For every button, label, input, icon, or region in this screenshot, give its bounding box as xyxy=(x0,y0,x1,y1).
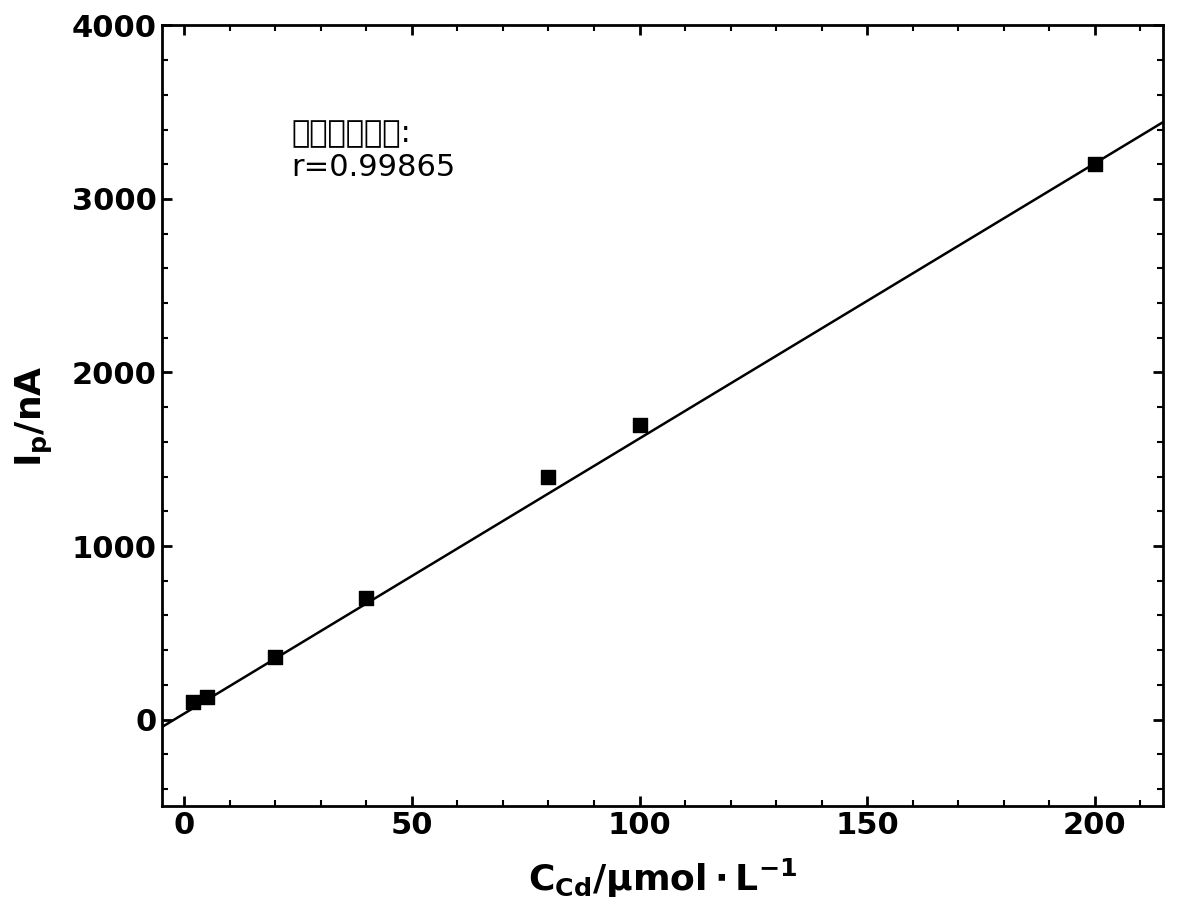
Point xyxy=(266,650,285,664)
Point xyxy=(184,695,202,709)
Y-axis label: $\mathbf{I_p/nA}$: $\mathbf{I_p/nA}$ xyxy=(14,365,55,467)
Point xyxy=(357,590,375,605)
Point xyxy=(630,418,649,432)
Point xyxy=(539,469,558,484)
Text: 线性相关系数:
r=0.99865: 线性相关系数: r=0.99865 xyxy=(292,119,455,182)
X-axis label: $\mathbf{C_{Cd}/\mu mol \cdot L^{-1}}$: $\mathbf{C_{Cd}/\mu mol \cdot L^{-1}}$ xyxy=(527,857,797,900)
Point xyxy=(1085,157,1104,172)
Point xyxy=(198,690,217,705)
